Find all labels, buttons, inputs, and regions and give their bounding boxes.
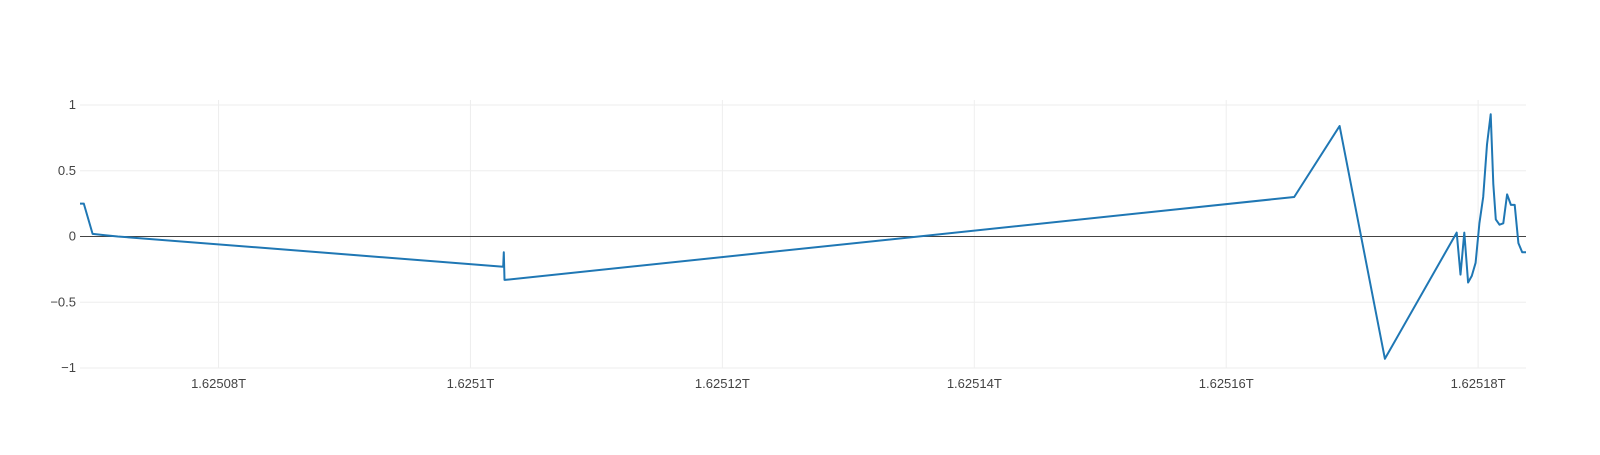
x-tick-label: 1.62516T (1199, 376, 1254, 391)
x-tick-label: 1.62512T (695, 376, 750, 391)
y-tick-label: −0.5 (50, 294, 76, 309)
x-axis-ticks: 1.62508T 1.6251T 1.62512T 1.62514T 1.62516T 1… (191, 376, 1506, 391)
x-tick-label: 1.62518T (1451, 376, 1506, 391)
x-tick-label: 1.62514T (947, 376, 1002, 391)
x-tick-label: 1.6251T (447, 376, 495, 391)
y-tick-label: 0.5 (58, 163, 76, 178)
series-layer (80, 113, 1526, 360)
series-line (80, 113, 1526, 360)
x-tick-label: 1.62508T (191, 376, 246, 391)
y-tick-label: −1 (61, 360, 76, 375)
y-tick-label: 1 (69, 97, 76, 112)
y-tick-label: 0 (69, 229, 76, 244)
plot-background (80, 100, 1526, 368)
y-axis-ticks: 1 0.5 0 −0.5 −1 (50, 97, 76, 375)
